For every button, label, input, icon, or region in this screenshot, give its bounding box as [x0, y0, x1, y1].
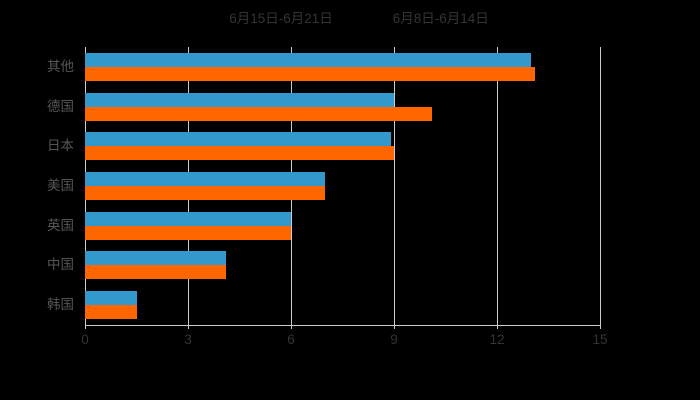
- bar-groups: [85, 47, 600, 325]
- legend-label-series-b: 6月8日-6月14日: [392, 11, 489, 27]
- x-axis-tick: [85, 325, 86, 329]
- bar-group: [85, 126, 600, 166]
- gridline: [600, 47, 601, 325]
- x-axis-tick: [291, 325, 292, 329]
- bar[interactable]: [85, 132, 391, 147]
- bar[interactable]: [85, 305, 137, 320]
- bar[interactable]: [85, 52, 532, 67]
- bar[interactable]: [85, 66, 535, 81]
- x-axis-line: [85, 325, 601, 326]
- bar[interactable]: [85, 211, 291, 226]
- y-axis-category-label: 德国: [47, 98, 74, 114]
- bar[interactable]: [85, 291, 137, 306]
- x-axis-tick-label: 9: [390, 332, 398, 347]
- x-axis-tick-label: 15: [592, 332, 608, 347]
- x-axis-tick-label: 0: [81, 332, 89, 347]
- bar[interactable]: [85, 251, 226, 266]
- legend-label-series-a: 6月15日-6月21日: [229, 11, 333, 27]
- bar[interactable]: [85, 185, 326, 200]
- y-axis-category-label: 中国: [47, 257, 74, 273]
- bar[interactable]: [85, 146, 394, 161]
- x-axis-tick-label: 12: [489, 332, 505, 347]
- bar-group: [85, 47, 600, 87]
- bar[interactable]: [85, 171, 326, 186]
- y-axis-category-label: 日本: [47, 138, 74, 154]
- legend-marker-circle-icon: [211, 14, 222, 25]
- x-axis-tick-label: 6: [287, 332, 295, 347]
- bar[interactable]: [85, 265, 226, 280]
- bar-group: [85, 166, 600, 206]
- x-axis-tick: [188, 325, 189, 329]
- y-axis-category-label: 美国: [47, 178, 74, 193]
- x-axis-tick-label: 3: [184, 332, 192, 347]
- x-axis-tick: [600, 325, 601, 329]
- y-axis-category-label: 其他: [47, 58, 74, 74]
- y-axis-category-label: 韩国: [47, 297, 74, 313]
- legend-marker-square-icon: [375, 14, 386, 25]
- x-axis-tick: [497, 325, 498, 329]
- bar[interactable]: [85, 92, 394, 107]
- bar-group: [85, 206, 600, 246]
- bar-group: [85, 246, 600, 286]
- legend-item-series-a[interactable]: 6月15日-6月21日: [211, 12, 333, 26]
- y-axis-category-label: 英国: [47, 217, 74, 233]
- bar[interactable]: [85, 106, 432, 121]
- chart-legend: 6月15日-6月21日 6月8日-6月14日: [0, 8, 700, 30]
- legend-item-series-b[interactable]: 6月8日-6月14日: [375, 12, 489, 26]
- bar[interactable]: [85, 225, 291, 240]
- x-axis-tick: [394, 325, 395, 329]
- plot-area: [85, 47, 601, 325]
- bar-group: [85, 285, 600, 325]
- bar-group: [85, 87, 600, 127]
